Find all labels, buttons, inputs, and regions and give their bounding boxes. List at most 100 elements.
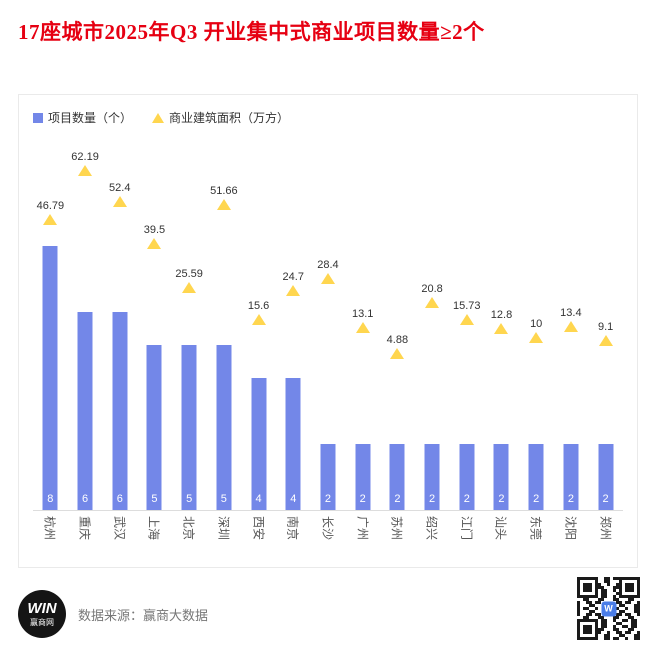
- bar: 8: [42, 246, 58, 510]
- bar-value-label: 6: [116, 493, 123, 505]
- area-value-label: 4.88: [386, 334, 409, 347]
- chart-column: 2 13.1 广州: [345, 149, 380, 540]
- area-value-label: 52.4: [109, 182, 131, 195]
- bar: 5: [181, 345, 197, 510]
- bar: 4: [251, 378, 267, 510]
- bar: 2: [493, 444, 509, 510]
- bar: 2: [424, 444, 440, 510]
- x-axis-city-label: 北京: [181, 515, 196, 541]
- chart-column: 2 28.4 长沙: [311, 149, 346, 540]
- bar-swatch-icon: [33, 112, 43, 123]
- chart-column: 5 39.5 上海: [137, 149, 172, 540]
- bar: 2: [563, 444, 579, 510]
- area-value-label: 20.8: [421, 283, 443, 296]
- bar: 5: [146, 345, 162, 510]
- chart-column: 2 12.8 汕头: [484, 149, 519, 540]
- x-axis-city-label: 深圳: [216, 515, 231, 541]
- x-axis-city-label: 东莞: [528, 515, 543, 541]
- x-axis-city-label: 沈阳: [563, 515, 578, 541]
- x-axis-city-label: 武汉: [112, 515, 127, 541]
- legend-label-area: 商业建筑面积（万方）: [169, 111, 290, 125]
- chart-column: 4 24.7 南京: [276, 149, 311, 540]
- legend-item-area: 商业建筑面积（万方）: [152, 109, 289, 126]
- chart-column: 6 62.19 重庆: [68, 149, 103, 540]
- area-value-label: 15.6: [247, 300, 270, 313]
- area-value-label: 13.4: [560, 307, 582, 320]
- area-value-label: 13.1: [351, 308, 374, 321]
- bar-value-label: 8: [47, 493, 54, 505]
- triangle-marker-icon: [251, 314, 266, 326]
- triangle-marker-icon: [216, 198, 231, 210]
- triangle-marker-icon: [425, 297, 440, 309]
- chart-card: 项目数量（个） 商业建筑面积（万方） 8 46.79 杭州 6 62.19 重庆 6 52.4…: [18, 94, 638, 568]
- bar-value-label: 5: [220, 493, 227, 505]
- qr-center-logo-icon: W: [601, 601, 616, 616]
- x-axis-city-label: 汕头: [493, 515, 508, 541]
- plot-area: 8 46.79 杭州 6 62.19 重庆 6 52.4 武汉 5 39.5 上海 5 25.59 北京 5 5…: [33, 149, 623, 540]
- area-value-label: 10: [530, 318, 543, 330]
- triangle-marker-icon: [563, 321, 578, 333]
- bar-value-label: 4: [255, 493, 262, 505]
- bar-value-label: 2: [498, 493, 505, 505]
- area-value-label: 39.5: [143, 223, 166, 236]
- chart-column: 2 10 东莞: [519, 149, 554, 540]
- area-value-label: 28.4: [317, 259, 339, 272]
- x-axis-city-label: 杭州: [42, 515, 57, 541]
- triangle-marker-icon: [598, 334, 613, 346]
- area-value-label: 12.8: [490, 309, 513, 322]
- bar-value-label: 5: [186, 493, 193, 505]
- legend-label-projects: 项目数量（个）: [48, 111, 133, 125]
- x-axis-city-label: 上海: [146, 515, 161, 541]
- area-value-label: 62.19: [71, 151, 99, 163]
- chart-column: 5 51.66 深圳: [207, 149, 242, 540]
- bar: 6: [112, 312, 128, 510]
- chart-column: 2 15.73 江门: [449, 149, 484, 540]
- x-axis-city-label: 长沙: [320, 515, 335, 541]
- logo-subtext: 赢商网: [30, 618, 54, 627]
- qr-code: W: [577, 577, 640, 640]
- area-value-label: 51.66: [210, 184, 238, 197]
- triangle-marker-icon: [182, 282, 197, 294]
- bar-value-label: 2: [324, 493, 332, 505]
- bar-value-label: 2: [567, 493, 574, 505]
- chart-column: 6 52.4 武汉: [102, 149, 137, 540]
- x-axis-city-label: 郑州: [598, 515, 613, 541]
- triangle-marker-icon: [355, 322, 370, 334]
- bar: 2: [459, 444, 475, 510]
- triangle-marker-icon: [112, 196, 127, 208]
- x-axis-city-label: 南京: [285, 515, 300, 541]
- chart-legend: 项目数量（个） 商业建筑面积（万方）: [19, 95, 637, 126]
- triangle-swatch-icon: [152, 112, 165, 123]
- page-title: 17座城市2025年Q3 开业集中式商业项目数量≥2个: [18, 20, 485, 44]
- bar-value-label: 5: [151, 493, 158, 505]
- bar-value-label: 2: [359, 493, 366, 505]
- area-value-label: 15.73: [453, 299, 481, 312]
- area-value-label: 24.7: [282, 270, 304, 283]
- triangle-marker-icon: [459, 313, 474, 325]
- bar: 2: [355, 444, 371, 510]
- bar: 6: [77, 312, 93, 510]
- bar: 2: [598, 444, 614, 510]
- chart-column: 4 15.6 西安: [241, 149, 276, 540]
- chart-column: 2 9.1 郑州: [588, 149, 623, 540]
- winshang-logo: WIN 赢商网: [18, 590, 66, 638]
- triangle-marker-icon: [320, 273, 335, 285]
- bar: 2: [389, 444, 405, 510]
- bar: 2: [528, 444, 544, 510]
- x-axis-city-label: 苏州: [389, 515, 404, 541]
- x-axis-city-label: 西安: [251, 515, 266, 541]
- footer: WIN 赢商网 数据来源：赢商大数据: [18, 590, 208, 638]
- bar-value-label: 6: [81, 493, 89, 505]
- data-source-text: 数据来源：赢商大数据: [78, 607, 209, 623]
- chart-column: 2 4.88 苏州: [380, 149, 415, 540]
- bar-value-label: 2: [394, 493, 401, 505]
- triangle-marker-icon: [494, 323, 509, 335]
- chart-column: 2 20.8 绍兴: [415, 149, 450, 540]
- bar-value-label: 2: [533, 493, 540, 505]
- chart-column: 5 25.59 北京: [172, 149, 207, 540]
- chart-column: 8 46.79 杭州: [33, 149, 68, 540]
- triangle-marker-icon: [529, 332, 544, 343]
- area-value-label: 46.79: [36, 200, 65, 213]
- x-axis-city-label: 广州: [355, 515, 370, 541]
- x-axis-city-label: 绍兴: [424, 515, 439, 541]
